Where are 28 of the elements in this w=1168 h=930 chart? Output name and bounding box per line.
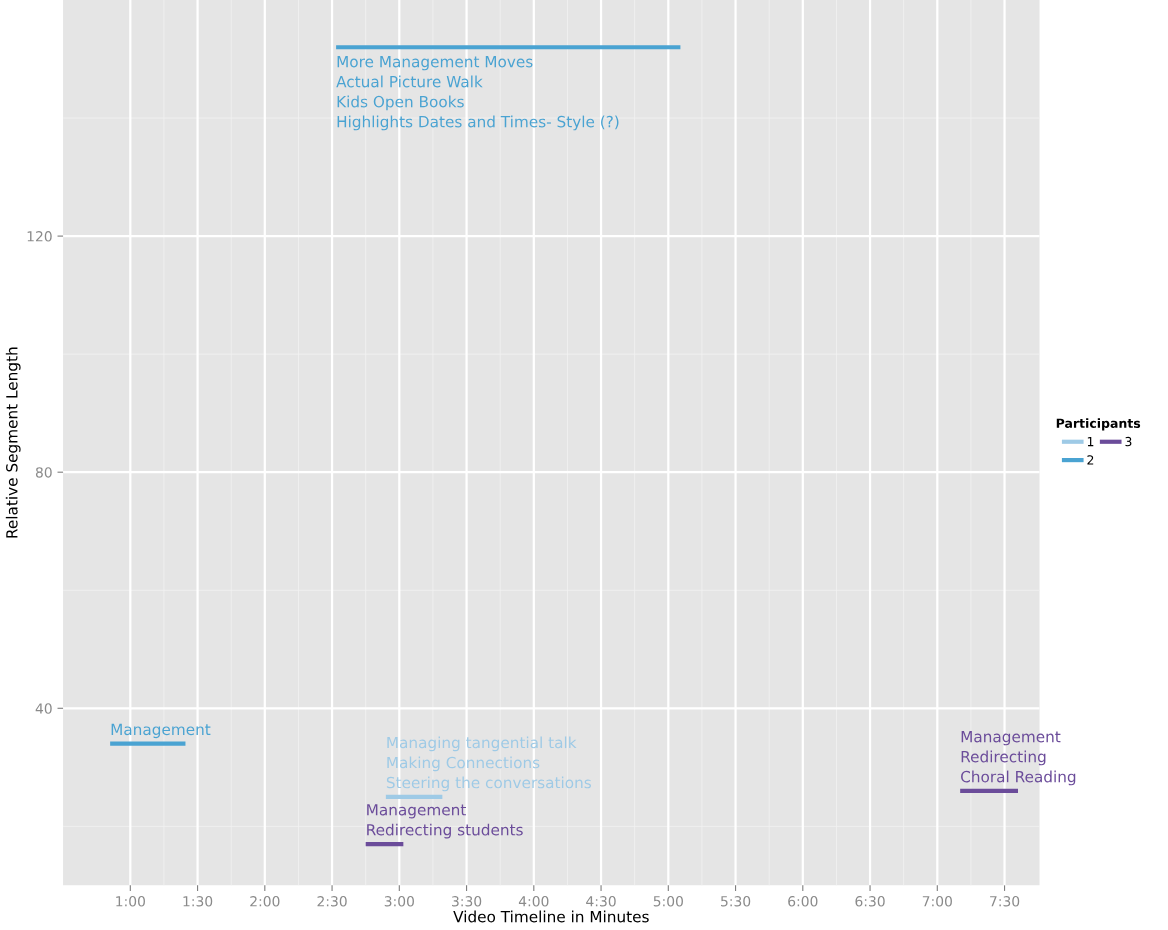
annotation: Managing tangential talk Making Connections Steering the conversations [386,736,591,792]
y-tick-label: 80 [35,467,52,478]
x-tick-label: 4:30 [586,896,616,907]
x-tick-label: 7:30 [990,896,1020,907]
x-tick-label: 5:00 [653,896,683,907]
annotation: More Management Moves Actual Picture Walk Kids Open Books Highlights Dates and Times- Style (?) [336,56,619,131]
x-tick-label: 2:00 [250,896,280,907]
annotation: Management Redirecting Choral Reading [961,731,1076,786]
x-tick-label: 1:00 [116,896,145,907]
x-tick-label: 3:00 [384,896,414,907]
x-tick-label: 4:00 [518,896,549,907]
y-tick-label: 120 [27,231,52,242]
y-axis-title: Relative Segment Length [5,347,21,538]
legend-title: Participants [1056,418,1141,431]
x-axis-title: Video Timeline in Minutes [453,910,649,923]
x-tick-label: 6:00 [788,896,818,907]
legend-label: 1 [1087,437,1094,447]
x-tick-label: 6:30 [855,896,885,907]
x-tick-label: 3:30 [452,896,482,907]
x-tick-label: 7:00 [922,896,952,907]
x-tick-label: 1:30 [183,896,213,907]
legend-label: 3 [1125,436,1132,447]
annotation: Management Redirecting students [367,804,523,839]
annotation: Management [111,723,211,739]
x-tick-label: 2:30 [317,896,347,907]
legend-label: 2 [1087,455,1094,465]
x-tick-label: 5:30 [721,896,751,907]
y-tick-label: 40 [35,703,52,714]
